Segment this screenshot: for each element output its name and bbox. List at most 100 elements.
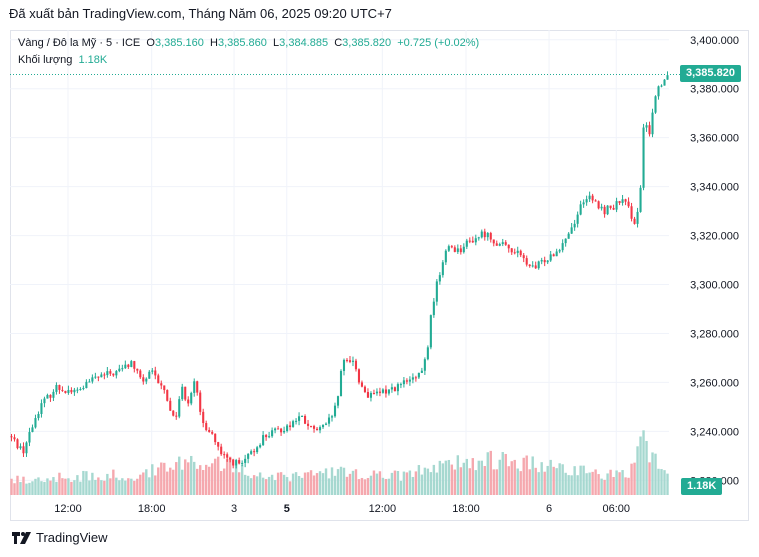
candle-body[interactable] (363, 386, 367, 393)
candle-body[interactable] (298, 416, 301, 421)
candle-body[interactable] (555, 251, 558, 257)
candle-body[interactable] (525, 258, 528, 265)
candle-body[interactable] (477, 237, 480, 239)
candle-body[interactable] (636, 211, 639, 224)
candle-body[interactable] (262, 435, 265, 446)
candle-body[interactable] (642, 127, 645, 188)
candle-body[interactable] (181, 386, 184, 400)
candle-body[interactable] (372, 393, 375, 395)
candle-body[interactable] (399, 384, 402, 386)
candle-body[interactable] (139, 370, 142, 378)
candle-body[interactable] (256, 447, 259, 453)
candle-body[interactable] (10, 436, 13, 438)
candle-body[interactable] (154, 370, 157, 376)
candle-body[interactable] (489, 233, 492, 240)
candle-body[interactable] (354, 360, 358, 370)
candle-body[interactable] (70, 390, 73, 393)
candle-body[interactable] (172, 410, 175, 416)
candle-body[interactable] (414, 377, 417, 379)
candle-body[interactable] (366, 392, 370, 398)
candle-body[interactable] (160, 383, 163, 386)
candle-body[interactable] (103, 374, 106, 376)
candle-body[interactable] (351, 360, 355, 362)
candle-body[interactable] (280, 428, 283, 433)
candle-body[interactable] (136, 368, 139, 371)
candle-body[interactable] (480, 231, 483, 238)
footer-brand[interactable]: TradingView (12, 530, 108, 545)
candle-body[interactable] (121, 368, 124, 370)
candle-body[interactable] (309, 425, 313, 427)
candle-body[interactable] (318, 427, 322, 431)
candle-body[interactable] (384, 389, 387, 394)
candle-body[interactable] (606, 205, 609, 215)
candle-body[interactable] (594, 200, 597, 202)
candle-body[interactable] (651, 112, 654, 135)
time-axis[interactable]: 12:00 18:00 3 5 12:00 18:00 6 06:00 (54, 503, 630, 515)
candle-body[interactable] (166, 390, 169, 401)
candle-body[interactable] (31, 427, 34, 433)
candle-body[interactable] (88, 381, 91, 383)
candle-body[interactable] (576, 214, 579, 224)
candle-body[interactable] (145, 378, 148, 382)
legend-symbol[interactable]: Vàng / Đô la Mỹ · 5 · ICE (18, 37, 141, 49)
candle-body[interactable] (618, 201, 621, 203)
candle-body[interactable] (624, 199, 627, 202)
candle-body[interactable] (474, 238, 477, 243)
legend-volume-label[interactable]: Khối lượng (18, 54, 73, 66)
candle-body[interactable] (283, 430, 286, 433)
candle-body[interactable] (603, 206, 606, 215)
candle-body[interactable] (417, 372, 420, 378)
candle-body[interactable] (58, 384, 61, 390)
candle-body[interactable] (522, 255, 525, 259)
candle-body[interactable] (426, 347, 429, 360)
candle-body[interactable] (229, 457, 232, 460)
candle-body[interactable] (306, 423, 310, 426)
candle-body[interactable] (199, 392, 202, 412)
candle-body[interactable] (441, 262, 444, 276)
candle-body[interactable] (528, 264, 531, 266)
candle-body[interactable] (106, 371, 109, 376)
candle-body[interactable] (444, 250, 447, 263)
candle-body[interactable] (235, 460, 238, 466)
candle-body[interactable] (301, 415, 304, 417)
candle-body[interactable] (588, 195, 591, 200)
candle-body[interactable] (408, 379, 411, 382)
candle-body[interactable] (112, 373, 115, 376)
candle-body[interactable] (654, 96, 657, 113)
candle-body[interactable] (304, 415, 307, 424)
candle-body[interactable] (85, 381, 88, 388)
candle-body[interactable] (471, 240, 474, 243)
candle-body[interactable] (600, 206, 603, 209)
candle-body[interactable] (609, 205, 612, 208)
candle-body[interactable] (13, 437, 16, 440)
candle-body[interactable] (336, 396, 340, 406)
candle-body[interactable] (585, 199, 588, 203)
candle-body[interactable] (612, 207, 615, 210)
candle-body[interactable] (127, 364, 130, 367)
candle-body[interactable] (223, 454, 226, 456)
candle-body[interactable] (432, 301, 435, 316)
candle-body[interactable] (453, 247, 456, 252)
candle-body[interactable] (564, 238, 567, 244)
candle-body[interactable] (435, 281, 438, 302)
candle-body[interactable] (268, 436, 271, 438)
candle-body[interactable] (582, 202, 585, 205)
candle-body[interactable] (447, 246, 450, 251)
candle-body[interactable] (151, 370, 154, 372)
candle-body[interactable] (321, 424, 325, 428)
candle-body[interactable] (178, 399, 181, 417)
candle-body[interactable] (450, 246, 453, 248)
candle-body[interactable] (100, 374, 103, 378)
candle-body[interactable] (621, 199, 624, 203)
candle-body[interactable] (420, 370, 423, 373)
candle-body[interactable] (501, 242, 504, 245)
candle-body[interactable] (253, 451, 256, 453)
candle-body[interactable] (109, 371, 112, 374)
candle-body[interactable] (241, 462, 244, 464)
candle-body[interactable] (666, 75, 669, 80)
candle-body[interactable] (543, 260, 546, 263)
candle-body[interactable] (40, 403, 43, 414)
candle-body[interactable] (312, 426, 316, 429)
candle-body[interactable] (265, 435, 268, 438)
candle-body[interactable] (133, 361, 136, 369)
